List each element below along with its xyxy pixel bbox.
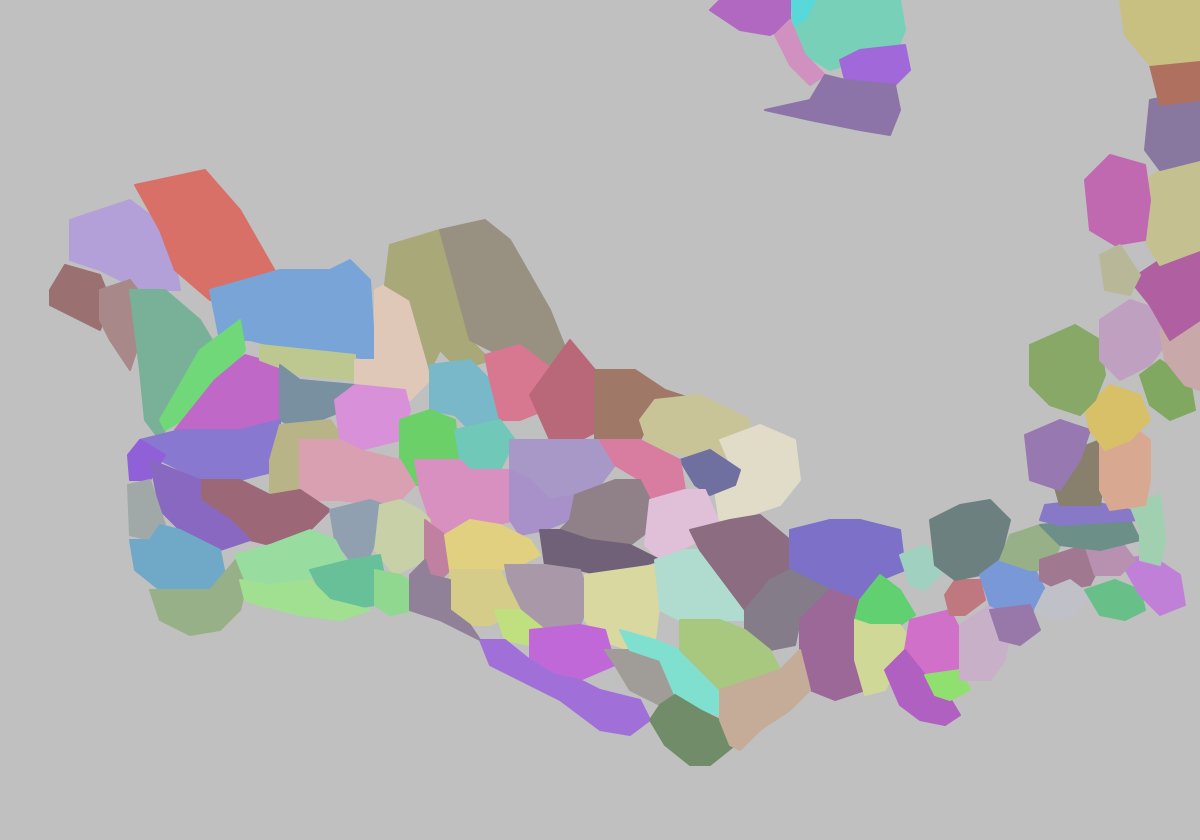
map-region (1099, 299, 1166, 381)
map-region (129, 524, 226, 591)
map-region (259, 344, 356, 381)
map-region (149, 554, 246, 636)
map-region (764, 74, 901, 136)
map-regions (49, 0, 1200, 766)
map-region (1119, 0, 1200, 66)
map-region (1084, 579, 1146, 621)
map-region (649, 694, 736, 766)
map-region (479, 639, 651, 736)
map-region (559, 479, 651, 546)
map-region (789, 0, 816, 26)
map-region (1024, 419, 1091, 491)
map-region (989, 604, 1041, 646)
map-region (1084, 384, 1151, 451)
map-region (1144, 94, 1200, 171)
map-region (409, 559, 481, 641)
map-region (679, 449, 741, 496)
map-region (149, 459, 251, 551)
map-region (1129, 494, 1166, 566)
map-region (127, 479, 166, 541)
map-region (884, 649, 961, 726)
map-region (924, 669, 971, 701)
map-region (1099, 244, 1141, 296)
map-region (1084, 154, 1151, 246)
map-region (719, 649, 811, 751)
map-region (334, 384, 411, 451)
map-region (239, 579, 371, 621)
map-region (1029, 324, 1106, 416)
